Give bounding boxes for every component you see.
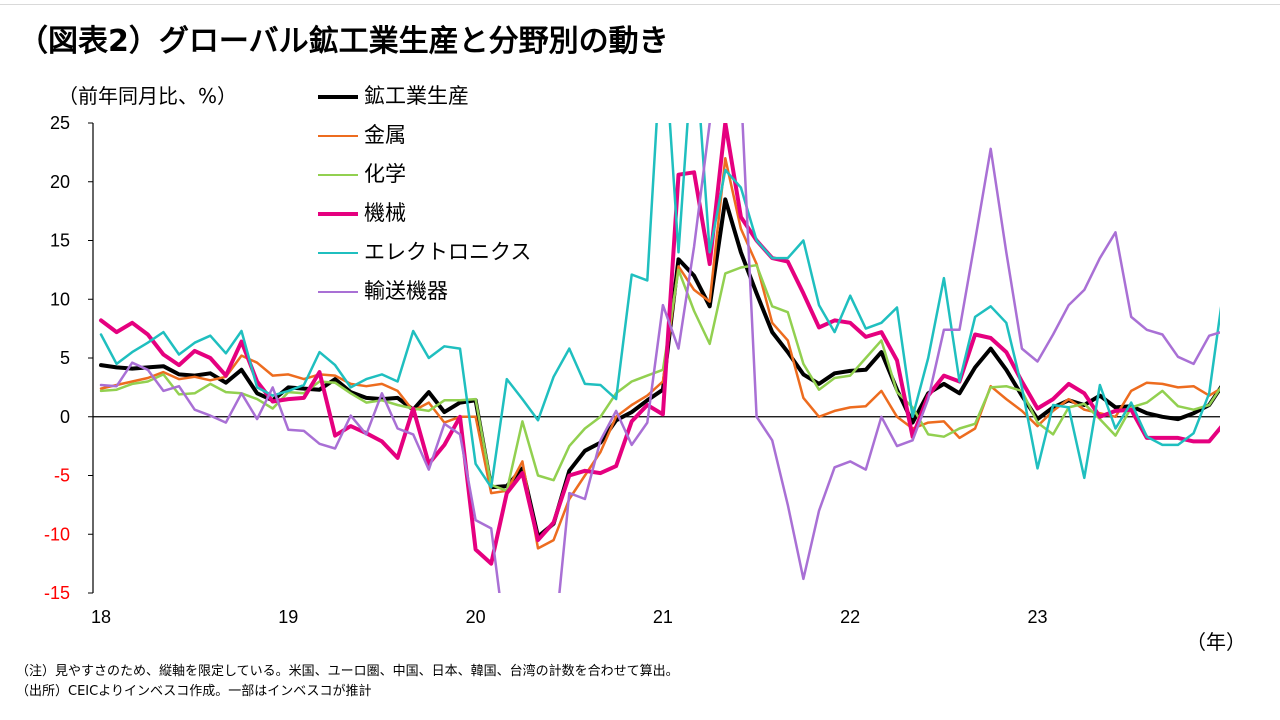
legend-label: 金属	[364, 123, 406, 147]
x-tick-label: 20	[466, 607, 486, 627]
legend-label: 機械	[364, 201, 406, 225]
y-tick-label: 0	[60, 407, 70, 427]
legend-swatch	[318, 251, 358, 255]
legend-label: 化学	[364, 162, 406, 186]
y-tick-label: 10	[50, 289, 70, 309]
y-tick-label: -10	[44, 524, 70, 544]
legend-swatch	[318, 212, 358, 216]
x-tick-label: 18	[91, 607, 111, 627]
legend-swatch	[318, 290, 358, 294]
x-axis-unit-label: （年）	[1186, 630, 1246, 654]
y-tick-label: 20	[50, 172, 70, 192]
y-tick-label: 15	[50, 231, 70, 251]
x-tick-label: 23	[1027, 607, 1047, 627]
legend-label: エレクトロニクス	[364, 240, 532, 264]
footnote-source: （出所）CEICよりインベスコ作成。一部はインベスコが推計	[16, 684, 372, 699]
page-title: （図表2）グローバル鉱工業生産と分野別の動き	[18, 24, 669, 59]
legend-label: 輸送機器	[364, 279, 448, 303]
series-line-4	[99, 123, 1220, 566]
legend-label: 鉱工業生産	[364, 84, 469, 108]
x-tick-label: 19	[278, 607, 298, 627]
y-tick-label: 25	[50, 113, 70, 133]
chart-axes: 25 20 15 10 5 0 -5 -10 -15 18 19 20 21 22 23	[44, 113, 1220, 627]
chart-series	[99, 123, 1220, 593]
legend-swatch	[318, 173, 358, 177]
series-line-6	[99, 123, 1220, 593]
footnote-note: （注）見やすさのため、縦軸を限定している。米国、ユーロ圏、中国、日本、韓国、台湾…	[16, 664, 679, 679]
title-rule	[0, 4, 1280, 5]
series-line-5	[99, 123, 1220, 489]
series-line-2	[99, 157, 1220, 550]
legend-swatch	[318, 134, 358, 138]
footnotes: （注）見やすさのため、縦軸を限定している。米国、ユーロ圏、中国、日本、韓国、台湾…	[16, 662, 679, 702]
legend-swatch	[318, 95, 358, 99]
y-tick-label: 5	[60, 348, 70, 368]
y-tick-label: -15	[44, 583, 70, 603]
x-tick-label: 21	[653, 607, 673, 627]
x-tick-label: 22	[840, 607, 860, 627]
y-axis-unit-label: （前年同月比、%）	[58, 84, 238, 108]
y-tick-label: -5	[54, 466, 70, 486]
